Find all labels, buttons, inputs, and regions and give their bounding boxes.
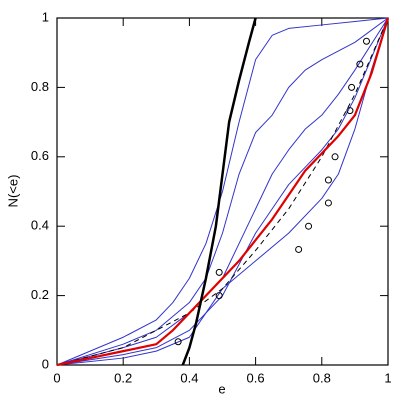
y-tick-label: 0.2: [31, 287, 49, 302]
data-point: [295, 245, 303, 253]
data-point: [362, 37, 370, 45]
series-line: [56, 17, 389, 366]
y-tick-label: 0.8: [31, 79, 49, 94]
x-tick-label: 0.4: [180, 370, 198, 385]
series-line: [56, 17, 389, 366]
x-tick-label: 0.6: [247, 370, 265, 385]
series-line: [56, 17, 389, 366]
series-line: [56, 17, 390, 367]
series-line: [56, 17, 389, 366]
series-line: [56, 17, 389, 366]
y-tick-label: 0.6: [31, 148, 49, 163]
x-axis-label: e: [218, 381, 225, 396]
data-point: [215, 268, 223, 276]
data-point: [305, 222, 313, 230]
y-tick-label: 0.4: [31, 218, 49, 233]
data-point: [346, 107, 354, 115]
data-point: [215, 292, 223, 300]
data-point: [324, 176, 332, 184]
x-tick-label: 1: [384, 370, 391, 385]
series-line: [181, 17, 257, 366]
x-tick-label: 0: [53, 370, 60, 385]
data-point: [324, 199, 332, 207]
data-point: [348, 83, 356, 91]
y-tick-label: 1: [42, 9, 49, 24]
y-tick-label: 0: [42, 356, 49, 371]
data-point: [331, 153, 339, 161]
data-point: [174, 338, 182, 346]
x-tick-label: 0.2: [114, 370, 132, 385]
y-axis-label: N(<e): [5, 175, 20, 208]
x-tick-label: 0.8: [313, 370, 331, 385]
data-point: [356, 60, 364, 68]
plot-frame: [56, 17, 389, 366]
series-line: [56, 17, 389, 366]
